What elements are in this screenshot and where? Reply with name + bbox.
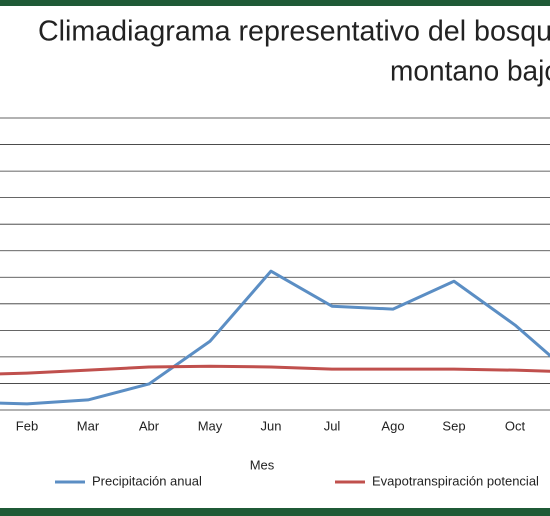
x-tick-label: Oct xyxy=(505,418,526,433)
x-tick-label: Sep xyxy=(442,418,465,433)
x-tick-label: Abr xyxy=(139,418,160,433)
chart-title: Climadiagrama representativo del bosque xyxy=(38,16,550,48)
x-tick-label: Jul xyxy=(324,418,341,433)
data-line xyxy=(0,269,550,406)
x-tick-label: Mar xyxy=(77,418,100,433)
x-tick-label: May xyxy=(198,418,223,433)
legend-label: Precipitación anual xyxy=(92,473,202,488)
x-axis-label: Mes xyxy=(250,457,275,472)
x-tick-label: Ago xyxy=(381,418,404,433)
chart-subtitle: montano bajo xyxy=(390,56,550,88)
bottom-band xyxy=(0,508,550,516)
x-tick-label: Jun xyxy=(261,418,282,433)
data-line xyxy=(0,364,550,376)
top-band xyxy=(0,0,550,6)
legend-label: Evapotranspiración potencial xyxy=(372,473,539,488)
x-tick-label: Feb xyxy=(16,418,38,433)
